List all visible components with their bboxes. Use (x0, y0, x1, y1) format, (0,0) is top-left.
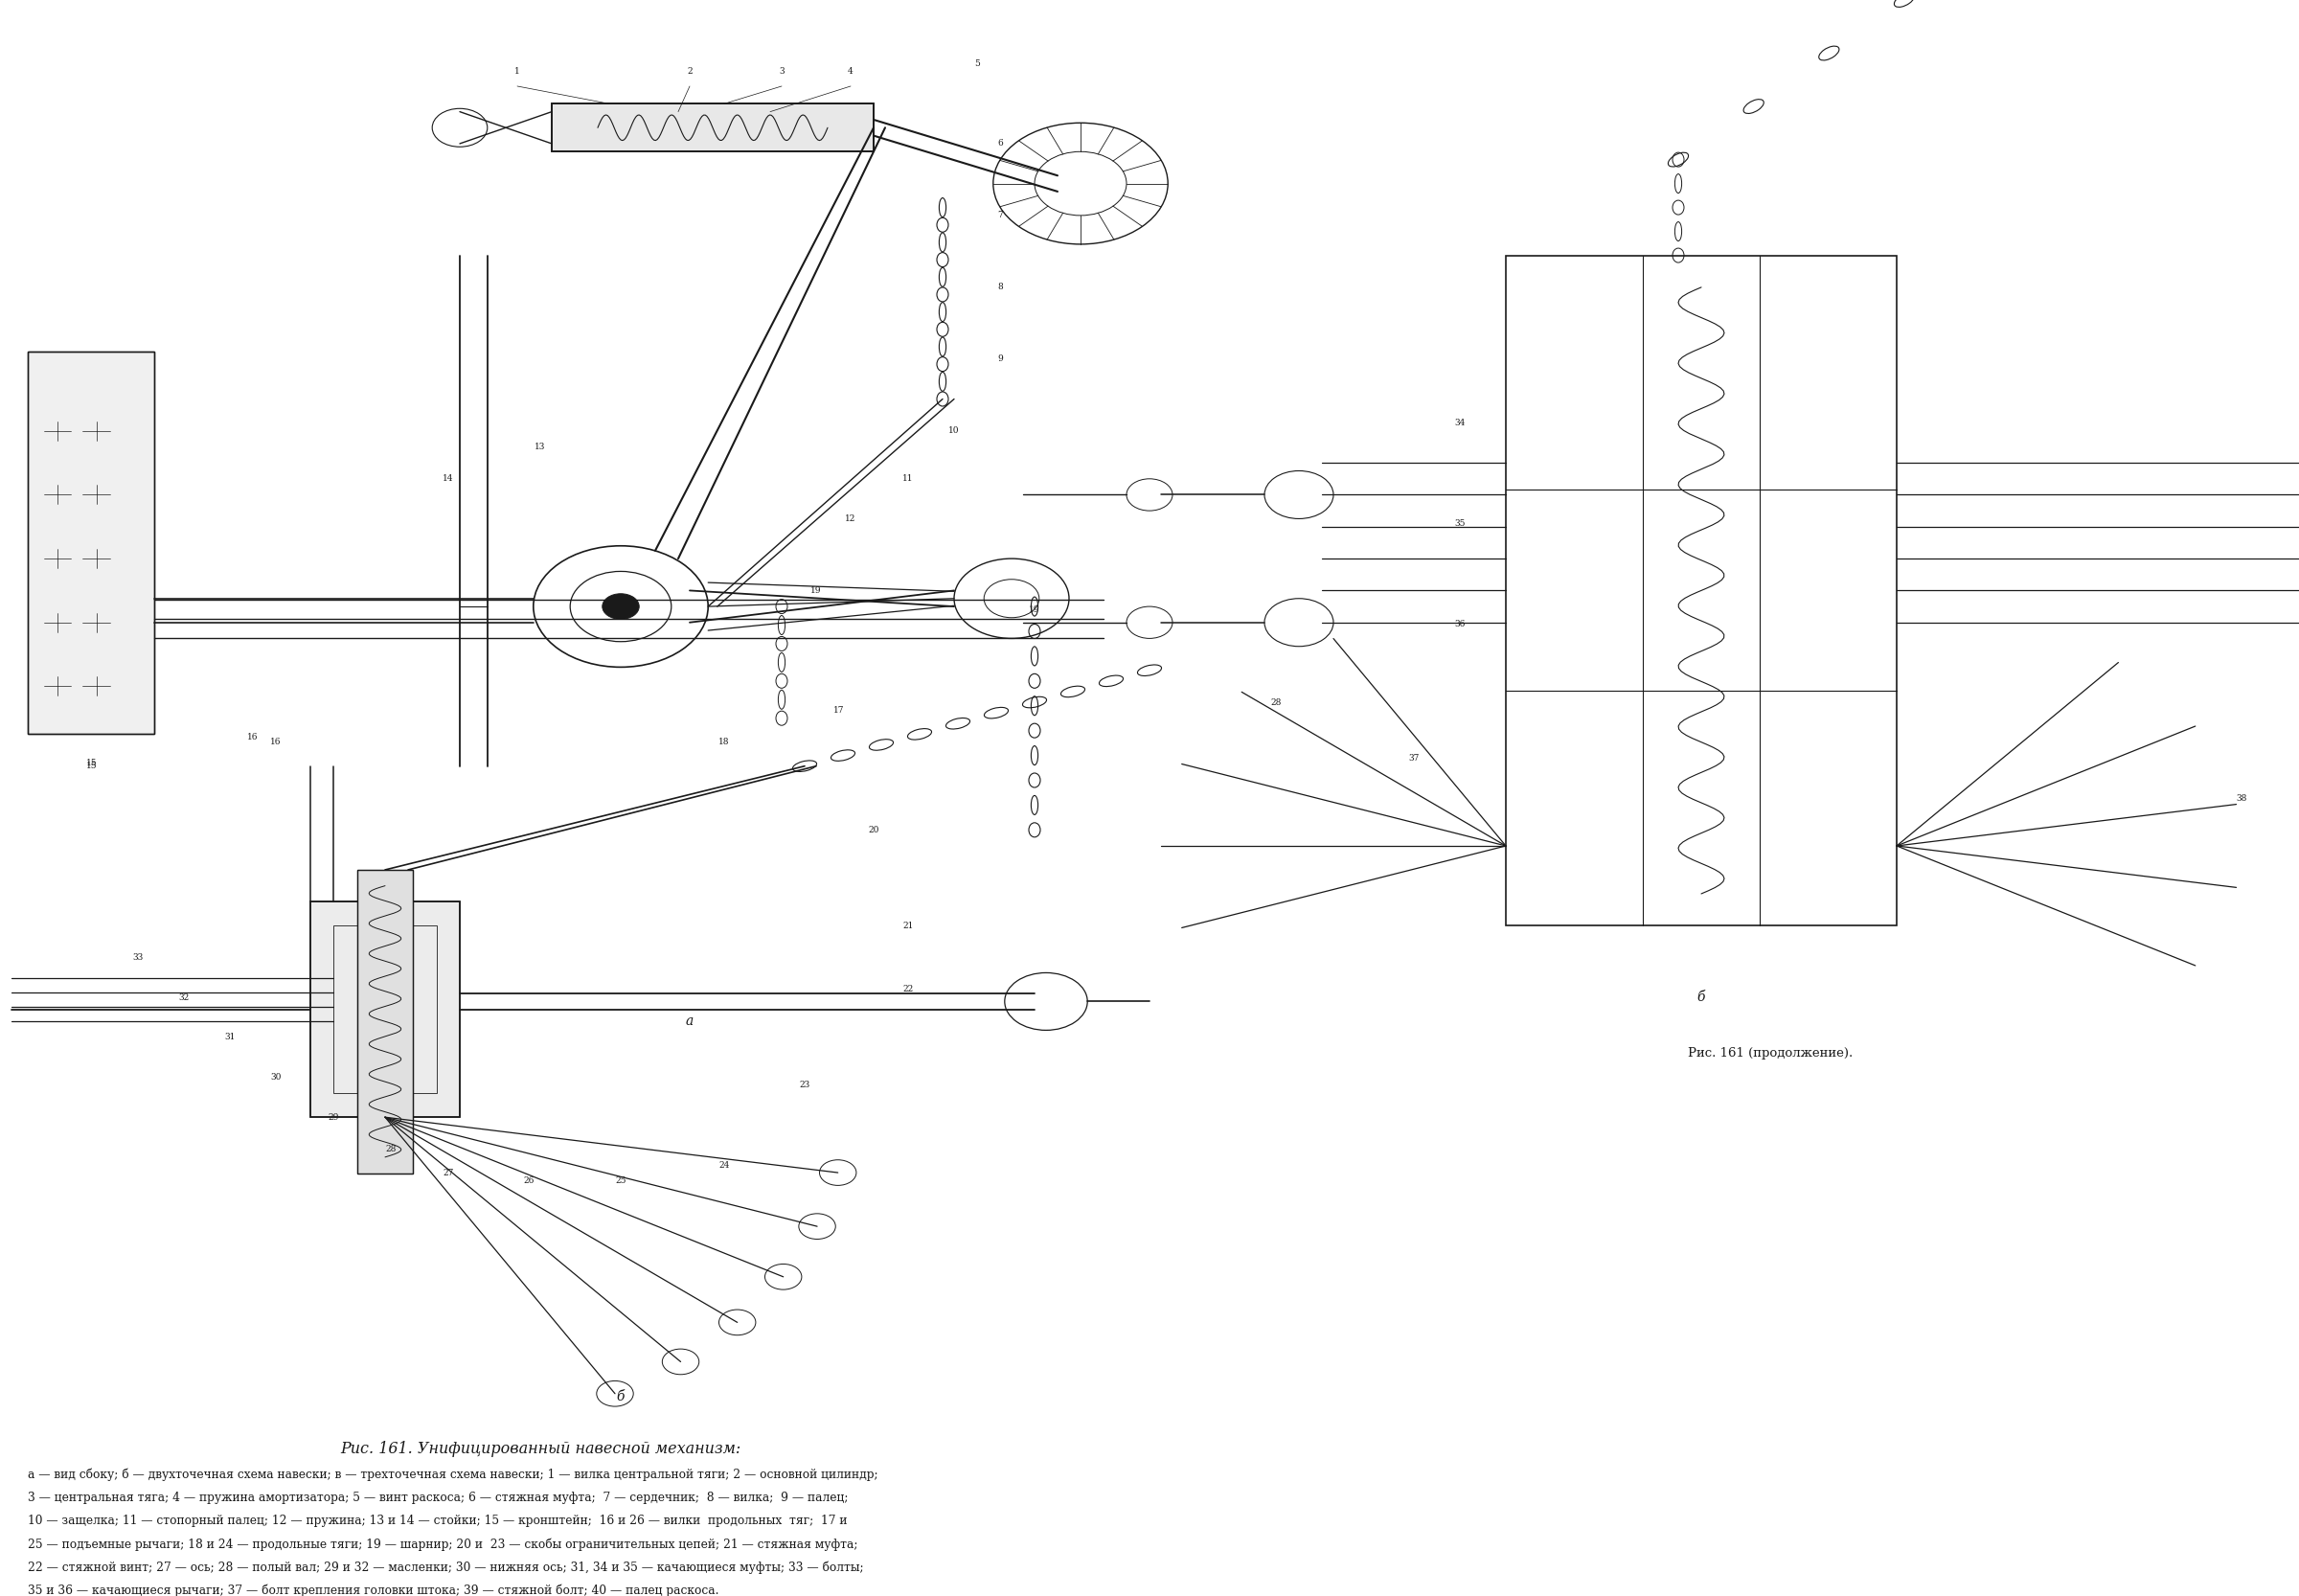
Bar (333, 926, 437, 1093)
Text: б: б (1697, 991, 1706, 1004)
Text: 1: 1 (515, 67, 520, 77)
Text: 7: 7 (998, 211, 1002, 220)
Text: 3: 3 (779, 67, 784, 77)
Text: 30: 30 (271, 1073, 280, 1082)
Text: 28: 28 (1271, 697, 1281, 707)
Text: 36: 36 (1455, 619, 1464, 629)
Text: 10 — защелка; 11 — стопорный палец; 12 — пружина; 13 и 14 — стойки; 15 — кронште: 10 — защелка; 11 — стопорный палец; 12 —… (28, 1515, 846, 1527)
Text: а: а (685, 1015, 694, 1028)
Bar (552, 104, 874, 152)
Text: 21: 21 (904, 921, 913, 930)
Text: 16: 16 (248, 733, 257, 742)
Text: 24: 24 (720, 1160, 729, 1170)
Text: 28: 28 (386, 1144, 395, 1154)
Text: б: б (616, 1390, 625, 1403)
Bar (28, 351, 154, 734)
Text: 2: 2 (687, 67, 692, 77)
Bar (552, 104, 874, 152)
Text: 35: 35 (1455, 519, 1464, 528)
Text: 35 и 36 — качающиеся рычаги; 37 — болт крепления головки штока; 39 — стяжной бол: 35 и 36 — качающиеся рычаги; 37 — болт к… (28, 1583, 720, 1596)
Text: 32: 32 (179, 993, 189, 1002)
Bar (1506, 255, 1897, 926)
Text: 13: 13 (536, 442, 545, 452)
Text: 3 — центральная тяга; 4 — пружина амортизатора; 5 — винт раскоса; 6 — стяжная му: 3 — центральная тяга; 4 — пружина аморти… (28, 1492, 848, 1503)
Text: 16: 16 (271, 737, 280, 747)
Text: 25: 25 (616, 1176, 625, 1186)
Text: 20: 20 (869, 825, 878, 835)
Text: 31: 31 (225, 1033, 234, 1042)
Bar (310, 902, 460, 1117)
Text: 27: 27 (444, 1168, 453, 1178)
Text: 14: 14 (444, 474, 453, 484)
Text: 37: 37 (1409, 753, 1418, 763)
Text: 19: 19 (812, 586, 821, 595)
Text: 9: 9 (998, 354, 1002, 364)
Text: 38: 38 (2237, 793, 2246, 803)
Text: а — вид сбоку; б — двухточечная схема навески; в — трехточечная схема навески; 1: а — вид сбоку; б — двухточечная схема на… (28, 1468, 878, 1481)
Text: 34: 34 (1455, 418, 1464, 428)
Text: 23: 23 (800, 1080, 809, 1090)
Text: 33: 33 (133, 953, 143, 962)
Text: Рис. 161 (продолжение).: Рис. 161 (продолжение). (1687, 1047, 1853, 1060)
Text: 5: 5 (975, 59, 979, 69)
Text: 4: 4 (848, 67, 853, 77)
Text: Рис. 161. Унифицированный навесной механизм:: Рис. 161. Унифицированный навесной механ… (340, 1441, 740, 1457)
Text: 17: 17 (835, 705, 844, 715)
Text: 10: 10 (949, 426, 959, 436)
Text: 25 — подъемные рычаги; 18 и 24 — продольные тяги; 19 — шарнир; 20 и  23 — скобы : 25 — подъемные рычаги; 18 и 24 — продоль… (28, 1537, 858, 1551)
Bar (28, 351, 154, 734)
Text: 18: 18 (720, 737, 729, 747)
Text: 15: 15 (87, 758, 97, 768)
Text: 22 — стяжной винт; 27 — ось; 28 — полый вал; 29 и 32 — масленки; 30 — нижняя ось: 22 — стяжной винт; 27 — ось; 28 — полый … (28, 1561, 864, 1574)
Text: 12: 12 (846, 514, 855, 523)
Text: 19: 19 (1030, 605, 1039, 614)
Bar (359, 870, 414, 1173)
Text: 11: 11 (904, 474, 913, 484)
Bar (359, 870, 414, 1173)
Text: 22: 22 (904, 985, 913, 994)
Bar (310, 902, 460, 1117)
Text: 29: 29 (329, 1112, 338, 1122)
Text: 15: 15 (87, 761, 97, 771)
Text: 8: 8 (998, 282, 1002, 292)
Circle shape (602, 594, 639, 619)
Text: 6: 6 (998, 139, 1002, 148)
Text: 26: 26 (524, 1176, 533, 1186)
